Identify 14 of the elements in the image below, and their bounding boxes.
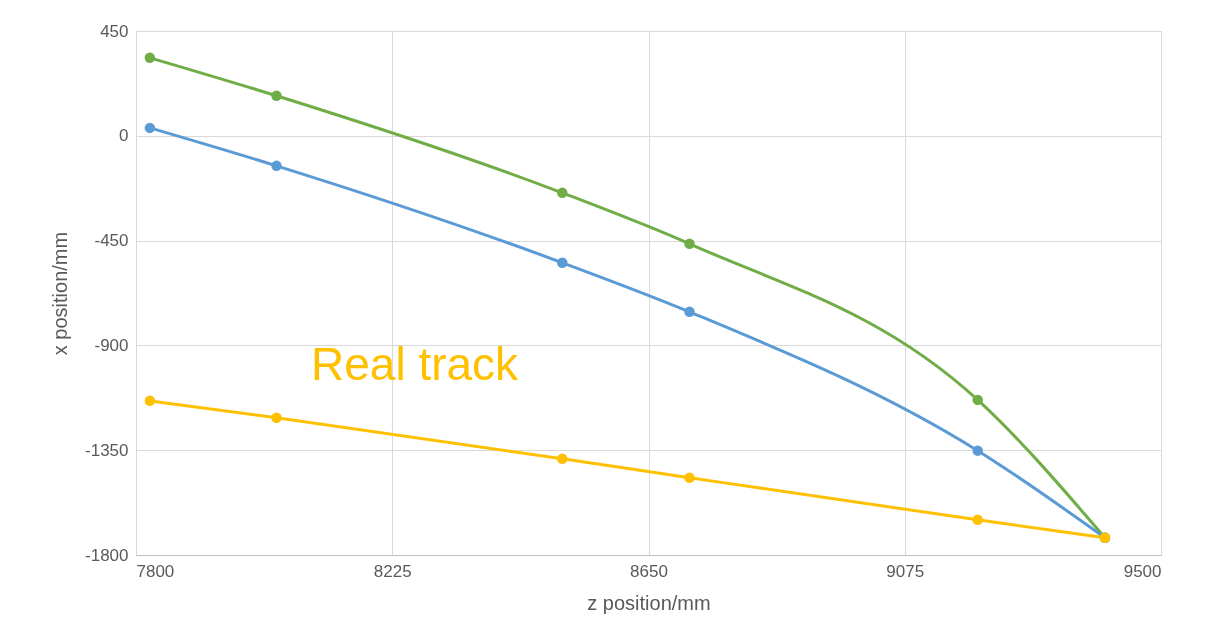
x-tick-label: 9500 xyxy=(1123,561,1162,581)
annotation: Real track xyxy=(311,338,520,390)
x-tick-label: 7800 xyxy=(136,561,175,581)
x-axis-title: z position/mm xyxy=(587,591,711,614)
y-tick-label: -450 xyxy=(94,231,129,251)
y-tick-label: -900 xyxy=(94,335,129,355)
y-tick-label: -1350 xyxy=(85,440,129,460)
y-axis-title: x position/mm xyxy=(49,231,72,356)
y-tick-label: 0 xyxy=(119,126,129,146)
x-tick-label: 9075 xyxy=(886,561,925,581)
x-tick-label: 8225 xyxy=(373,561,412,581)
x-tick-label: 8650 xyxy=(630,561,668,581)
y-tick-label: -1800 xyxy=(85,545,129,565)
y-tick-label: 450 xyxy=(100,21,129,41)
